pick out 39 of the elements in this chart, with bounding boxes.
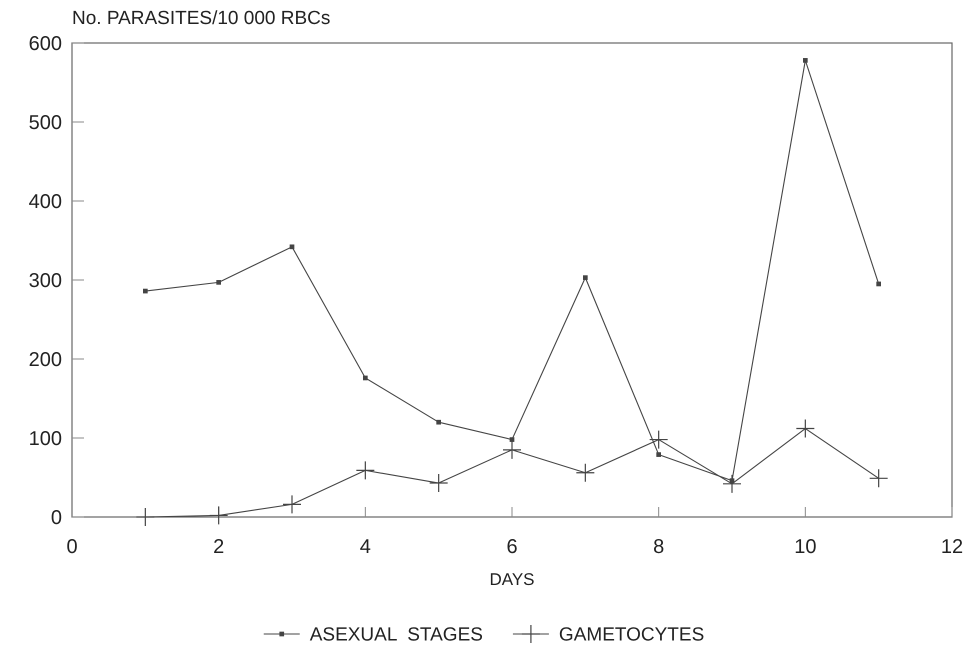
- point: [502, 440, 522, 460]
- x-tick-label: 6: [506, 536, 518, 558]
- y-tick-label: 400: [28, 191, 62, 213]
- y-axis-title: No. PARASITES/10 000 RBCs: [72, 8, 330, 29]
- legend-label: GAMETOCYTES: [558, 624, 704, 646]
- y-tick-label: 600: [28, 33, 62, 55]
- point: [209, 506, 228, 526]
- point: [796, 418, 815, 438]
- y-tick-label: 500: [28, 112, 62, 134]
- point: [722, 474, 742, 494]
- legend-label: ASEXUAL STAGES: [310, 624, 483, 646]
- point: [876, 282, 882, 286]
- point: [429, 473, 448, 493]
- point: [656, 452, 662, 457]
- x-axis-title: DAYS: [489, 570, 535, 589]
- y-tick-label: 100: [28, 428, 62, 450]
- point: [510, 437, 514, 442]
- point: [576, 463, 595, 482]
- point: [282, 494, 302, 514]
- point: [869, 468, 888, 488]
- point: [582, 275, 588, 280]
- point: [436, 420, 442, 425]
- x-tick-label: 0: [66, 536, 78, 558]
- x-tick-label: 12: [940, 536, 964, 558]
- point: [142, 288, 148, 294]
- x-tick-label: 10: [794, 536, 816, 558]
- point: [362, 376, 368, 380]
- y-tick-label: 200: [28, 349, 62, 371]
- x-tick-label: 4: [360, 536, 371, 558]
- x-tick-label: 2: [213, 536, 224, 558]
- point: [356, 460, 375, 480]
- y-tick-label: 0: [50, 507, 62, 529]
- point: [216, 280, 222, 285]
- x-tick-label: 8: [653, 536, 664, 558]
- point: [290, 244, 294, 250]
- point: [802, 58, 808, 63]
- point: [649, 430, 668, 450]
- point: [136, 507, 155, 527]
- y-tick-label: 300: [28, 270, 62, 292]
